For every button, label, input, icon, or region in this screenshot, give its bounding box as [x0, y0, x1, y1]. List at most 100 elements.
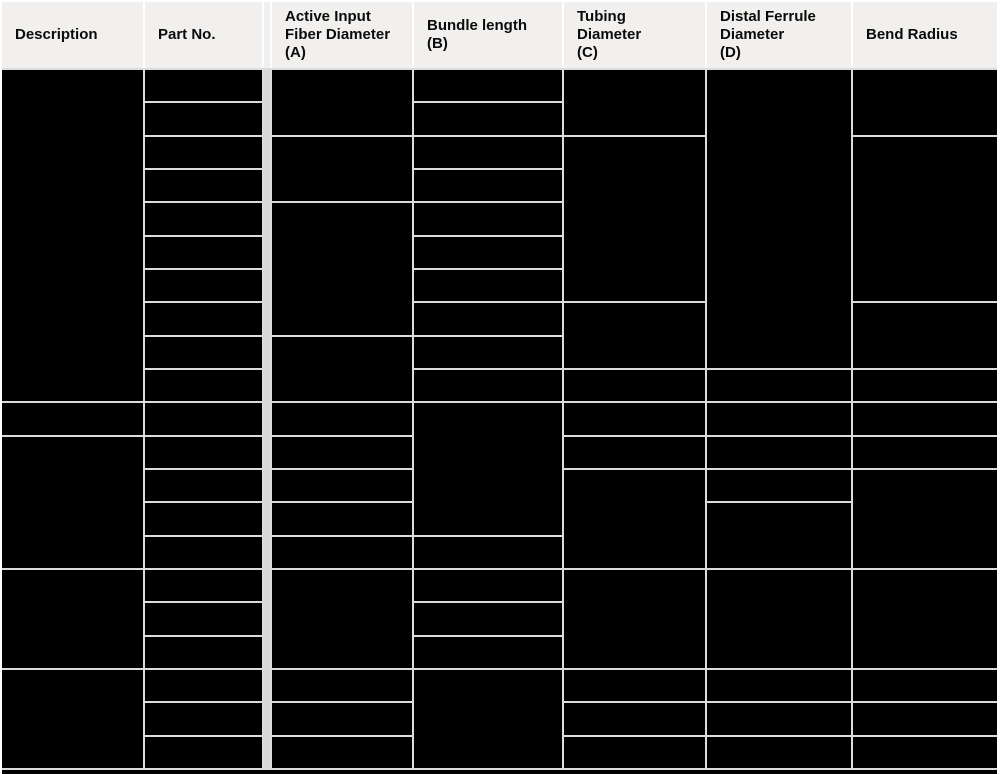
cell-part-no	[145, 569, 262, 602]
cell-active-input-fiber-diameter	[272, 203, 412, 335]
cell-bundle-length	[414, 336, 562, 368]
cell-bundle-length	[414, 603, 562, 635]
column-header-part-no: Part No.	[145, 2, 262, 68]
column-header-label: Distal Ferrule Diameter (D)	[720, 7, 816, 62]
cell-bundle-length	[414, 303, 562, 335]
cell-distal-ferrule-diameter	[707, 569, 851, 668]
cell-bundle-length	[414, 169, 562, 202]
cell-active-input-fiber-diameter	[272, 503, 412, 535]
cell-active-input-fiber-diameter	[272, 336, 412, 402]
cell-active-input-fiber-diameter	[272, 669, 412, 702]
cell-bundle-length	[414, 203, 562, 235]
cell-part-no	[145, 636, 262, 668]
cell-bundle-length	[414, 669, 562, 768]
cell-active-input-fiber-diameter	[272, 403, 412, 435]
cell-active-input-fiber-diameter	[272, 536, 412, 568]
cell-part-no	[145, 536, 262, 568]
column-header-active-input-fiber-diameter: Active Input Fiber Diameter (A)	[272, 2, 412, 68]
cell-description	[2, 70, 143, 402]
cell-part-no	[145, 436, 262, 468]
cell-active-input-fiber-diameter	[272, 703, 412, 735]
column-header-label: Tubing Diameter (C)	[577, 7, 642, 62]
column-header-label: Bend Radius	[866, 25, 958, 43]
column-header-distal-ferrule-diameter: Distal Ferrule Diameter (D)	[707, 2, 851, 68]
cell-part-no	[145, 503, 262, 535]
cell-bend-radius	[853, 436, 997, 468]
cell-bundle-length	[414, 636, 562, 668]
cell-tubing-diameter	[564, 70, 705, 135]
column-spacer	[264, 70, 270, 768]
cell-part-no	[145, 169, 262, 202]
cell-description	[2, 403, 143, 435]
cell-part-no	[145, 703, 262, 735]
cell-bundle-length	[414, 269, 562, 302]
cell-distal-ferrule-diameter	[707, 70, 851, 368]
cell-distal-ferrule-diameter	[707, 503, 851, 568]
cell-part-no	[145, 669, 262, 702]
cell-distal-ferrule-diameter	[707, 369, 851, 402]
cell-part-no	[145, 269, 262, 302]
cell-bend-radius	[853, 403, 997, 435]
cell-tubing-diameter	[564, 736, 705, 768]
cell-distal-ferrule-diameter	[707, 436, 851, 468]
cell-active-input-fiber-diameter	[272, 469, 412, 502]
cell-tubing-diameter	[564, 403, 705, 435]
cell-part-no	[145, 303, 262, 335]
cell-bundle-length	[414, 536, 562, 568]
cell-bend-radius	[853, 569, 997, 668]
cell-tubing-diameter	[564, 703, 705, 735]
cell-tubing-diameter	[564, 136, 705, 302]
cell-part-no	[145, 70, 262, 102]
cell-active-input-fiber-diameter	[272, 436, 412, 468]
cell-bend-radius	[853, 70, 997, 135]
cell-bundle-length	[414, 569, 562, 602]
column-header-label: Description	[15, 25, 98, 43]
cell-active-input-fiber-diameter	[272, 70, 412, 135]
cell-distal-ferrule-diameter	[707, 669, 851, 702]
cell-bend-radius	[853, 703, 997, 735]
cell-distal-ferrule-diameter	[707, 469, 851, 502]
cell-bundle-length	[414, 403, 562, 535]
cell-tubing-diameter	[564, 436, 705, 468]
cell-part-no	[145, 136, 262, 168]
cell-bend-radius	[853, 736, 997, 768]
cell-part-no	[145, 103, 262, 135]
cell-distal-ferrule-diameter	[707, 703, 851, 735]
cell-part-no	[145, 403, 262, 435]
column-header-label: Bundle length (B)	[427, 16, 527, 52]
column-header-tubing-diameter: Tubing Diameter (C)	[564, 2, 705, 68]
cell-tubing-diameter	[564, 369, 705, 402]
cell-active-input-fiber-diameter	[272, 136, 412, 202]
cell-bend-radius	[853, 303, 997, 368]
cell-active-input-fiber-diameter	[272, 736, 412, 768]
cell-active-input-fiber-diameter	[272, 569, 412, 668]
cell-part-no	[145, 603, 262, 635]
cell-distal-ferrule-diameter	[707, 736, 851, 768]
cell-bundle-length	[414, 70, 562, 102]
cell-bend-radius	[853, 669, 997, 702]
cell-part-no	[145, 236, 262, 268]
cell-part-no	[145, 469, 262, 502]
cell-description	[2, 569, 143, 668]
column-header-label: Active Input Fiber Diameter (A)	[285, 7, 391, 62]
cell-distal-ferrule-diameter	[707, 403, 851, 435]
column-header-bundle-length: Bundle length (B)	[414, 2, 562, 68]
cell-part-no	[145, 736, 262, 768]
cell-description	[2, 669, 143, 768]
cell-bundle-length	[414, 103, 562, 135]
column-header-description: Description	[2, 2, 143, 68]
cell-bundle-length	[414, 369, 562, 402]
column-spacer-header	[264, 2, 270, 68]
cell-tubing-diameter	[564, 669, 705, 702]
column-header-label: Part No.	[158, 25, 216, 43]
cell-bundle-length	[414, 236, 562, 268]
cell-bend-radius	[853, 469, 997, 568]
cell-tubing-diameter	[564, 569, 705, 668]
cell-part-no	[145, 336, 262, 368]
cell-tubing-diameter	[564, 469, 705, 568]
cell-description	[2, 436, 143, 568]
cell-part-no	[145, 203, 262, 235]
cell-part-no	[145, 369, 262, 402]
cell-tubing-diameter	[564, 303, 705, 368]
